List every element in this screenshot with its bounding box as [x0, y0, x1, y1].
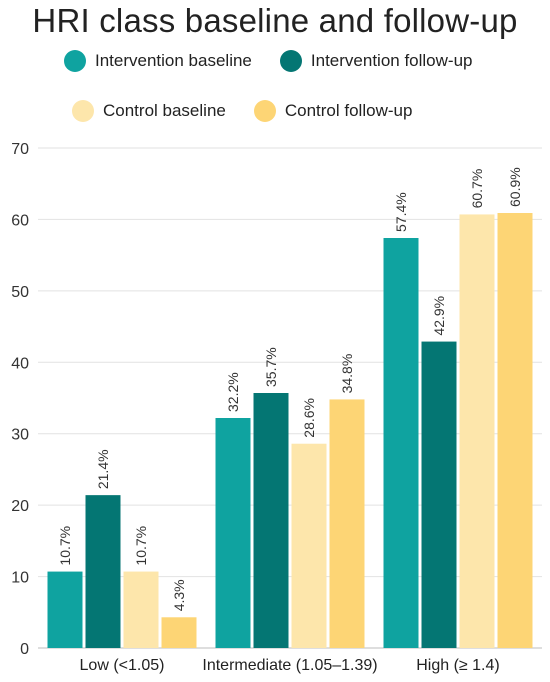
- legend-item-control-baseline: Control baseline: [72, 100, 226, 122]
- data-label: 4.3%: [171, 579, 187, 611]
- bar: [459, 214, 495, 648]
- bar: [291, 443, 327, 648]
- legend-item-intervention-follow-up: Intervention follow-up: [279, 50, 473, 72]
- legend-swatch-intervention-baseline: [64, 50, 86, 72]
- bar: [85, 495, 121, 648]
- y-tick-label: 40: [11, 355, 29, 372]
- y-tick-label: 50: [11, 284, 29, 301]
- legend-label-intervention-follow-up: Intervention follow-up: [310, 51, 473, 70]
- legend-item-control-follow-up: Control follow-up: [253, 100, 413, 122]
- legend-row-1: Intervention baseline Intervention follo…: [64, 50, 500, 72]
- x-tick-label: Intermediate (1.05–1.39): [202, 657, 377, 674]
- bar: [47, 571, 83, 648]
- data-label: 28.6%: [301, 398, 317, 438]
- y-tick-label: 70: [11, 141, 29, 158]
- legend-item-intervention-baseline: Intervention baseline: [64, 50, 252, 72]
- legend-row-2: Control baseline Control follow-up: [72, 100, 440, 122]
- bar: [383, 238, 419, 648]
- data-label: 60.7%: [469, 169, 485, 209]
- bar: [123, 571, 159, 648]
- x-tick-label: Low (<1.05): [80, 657, 165, 674]
- data-label: 35.7%: [263, 347, 279, 387]
- bar: [253, 393, 289, 648]
- data-label: 34.8%: [339, 354, 355, 394]
- legend-swatch-control-baseline: [72, 100, 94, 122]
- bar: [161, 617, 197, 648]
- y-tick-label: 20: [11, 498, 29, 515]
- data-label: 60.9%: [507, 167, 523, 207]
- legend-swatch-intervention-follow-up: [279, 50, 302, 72]
- data-label: 57.4%: [393, 192, 409, 232]
- bar: [497, 213, 533, 648]
- bar: [421, 341, 457, 648]
- data-label: 42.9%: [431, 296, 447, 336]
- x-tick-label: High (≥ 1.4): [416, 657, 499, 674]
- chart-title: HRI class baseline and follow-up: [32, 2, 518, 39]
- data-label: 10.7%: [133, 526, 149, 566]
- legend-swatch-control-follow-up: [253, 100, 276, 122]
- y-tick-label: 30: [11, 427, 29, 444]
- data-label: 32.2%: [225, 372, 241, 412]
- legend-label-control-baseline: Control baseline: [103, 101, 226, 120]
- bar: [329, 399, 365, 648]
- legend-label-control-follow-up: Control follow-up: [284, 101, 413, 120]
- data-label: 10.7%: [57, 526, 73, 566]
- legend-label-intervention-baseline: Intervention baseline: [95, 51, 252, 70]
- y-tick-label: 0: [20, 641, 29, 658]
- data-label: 21.4%: [95, 449, 111, 489]
- y-tick-label: 60: [11, 212, 29, 229]
- y-tick-label: 10: [11, 570, 29, 587]
- bar: [215, 418, 251, 648]
